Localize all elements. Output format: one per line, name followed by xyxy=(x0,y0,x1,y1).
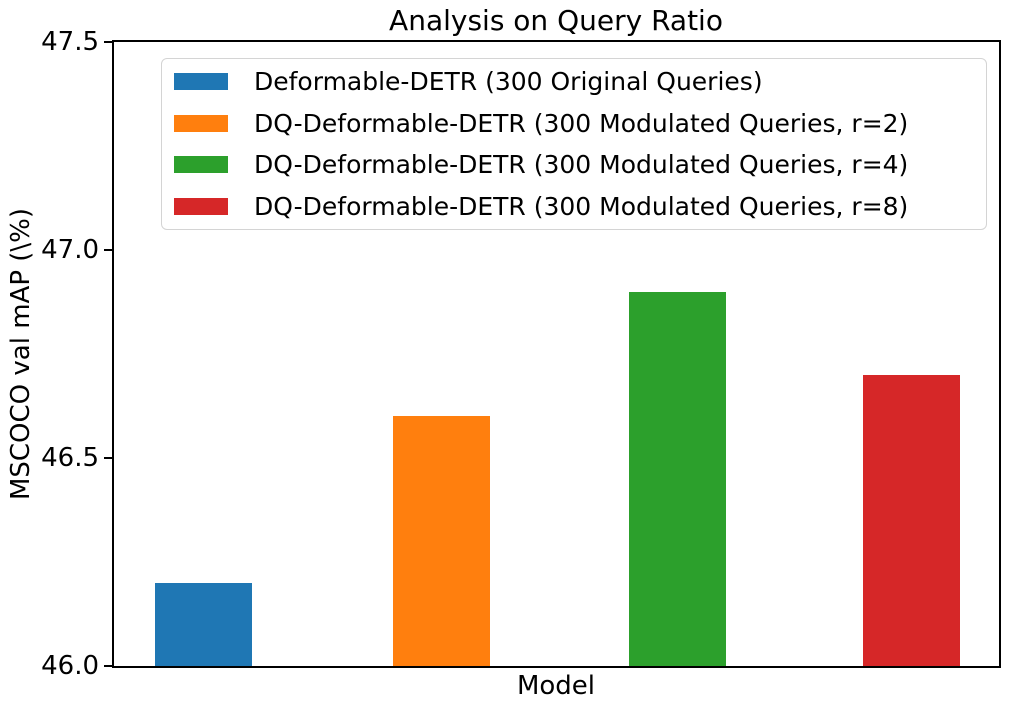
chart-title: Analysis on Query Ratio xyxy=(389,4,723,37)
legend-swatch xyxy=(174,114,228,132)
y-tick-mark xyxy=(104,457,112,459)
legend-swatch xyxy=(174,73,228,91)
y-tick-mark xyxy=(104,41,112,43)
y-tick: 46.0 xyxy=(41,653,112,679)
legend-label: Deformable-DETR (300 Original Queries) xyxy=(254,67,763,97)
bars-layer xyxy=(114,42,999,666)
legend-label: DQ-Deformable-DETR (300 Modulated Querie… xyxy=(254,191,909,221)
legend-item: DQ-Deformable-DETR (300 Modulated Querie… xyxy=(162,103,986,145)
bar xyxy=(392,416,490,666)
bar xyxy=(154,582,252,666)
legend: Deformable-DETR (300 Original Queries) DQ… xyxy=(161,58,987,230)
legend-swatch xyxy=(174,156,228,174)
legend-label: DQ-Deformable-DETR (300 Modulated Querie… xyxy=(254,150,909,180)
legend-item: DQ-Deformable-DETR (300 Modulated Querie… xyxy=(162,186,986,228)
y-tick-label: 47.5 xyxy=(41,27,99,57)
y-tick: 47.5 xyxy=(41,29,112,55)
x-axis-label: Model xyxy=(516,671,596,701)
y-tick: 46.5 xyxy=(41,445,112,471)
legend-item: DQ-Deformable-DETR (300 Modulated Querie… xyxy=(162,144,986,186)
legend-swatch xyxy=(174,197,228,215)
y-tick-mark xyxy=(104,665,112,667)
y-tick-label: 47.0 xyxy=(41,235,99,265)
y-tick-label: 46.0 xyxy=(41,651,99,681)
legend-item: Deformable-DETR (300 Original Queries) xyxy=(162,61,986,103)
bar xyxy=(862,374,960,666)
y-tick-mark xyxy=(104,249,112,251)
y-tick: 47.0 xyxy=(41,237,112,263)
y-axis: 46.0 46.5 47.0 47.5 xyxy=(0,29,112,679)
plot-area: Deformable-DETR (300 Original Queries) DQ… xyxy=(112,40,1001,668)
bar xyxy=(629,291,727,666)
y-tick-label: 46.5 xyxy=(41,443,99,473)
legend-label: DQ-Deformable-DETR (300 Modulated Querie… xyxy=(254,108,909,138)
